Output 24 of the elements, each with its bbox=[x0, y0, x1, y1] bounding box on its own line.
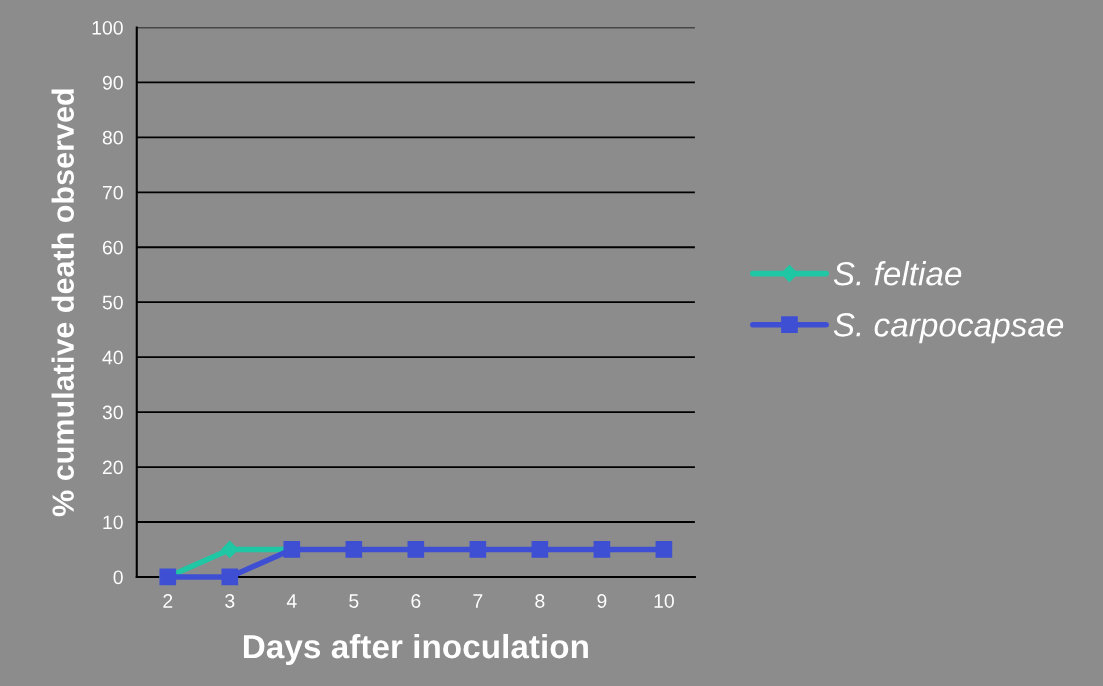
x-tick-label: 8 bbox=[535, 594, 545, 608]
y-tick-label: 70 bbox=[102, 185, 123, 200]
y-tick-label: 60 bbox=[102, 240, 123, 255]
y-tick-label: 30 bbox=[102, 405, 123, 420]
x-axis-title: Days after inoculation bbox=[243, 633, 588, 666]
y-tick-label: 90 bbox=[102, 75, 123, 90]
x-tick-label: 5 bbox=[349, 594, 359, 608]
x-tick-label: 4 bbox=[286, 594, 297, 608]
y-tick-label: 80 bbox=[102, 130, 123, 145]
y-tick-label: 10 bbox=[103, 515, 123, 530]
x-tick-label: 3 bbox=[225, 594, 235, 608]
x-tick-label: 10 bbox=[654, 594, 674, 608]
y-tick-label: 50 bbox=[102, 295, 123, 310]
y-tick-label: 100 bbox=[92, 20, 123, 35]
y-tick-label: 20 bbox=[102, 460, 123, 475]
y-tick-label: 40 bbox=[102, 350, 123, 365]
x-tick-label: 2 bbox=[163, 594, 173, 608]
y-axis-title: % cumulative death observed bbox=[51, 89, 74, 517]
y-tick-label: 0 bbox=[113, 570, 123, 585]
x-tick-label: 9 bbox=[597, 594, 607, 608]
x-tick-label: 6 bbox=[411, 594, 421, 608]
x-tick-label: 7 bbox=[473, 594, 483, 608]
legend-label: S. feltiae bbox=[833, 261, 962, 286]
legend-label: S. carpocapsae bbox=[833, 313, 1064, 344]
